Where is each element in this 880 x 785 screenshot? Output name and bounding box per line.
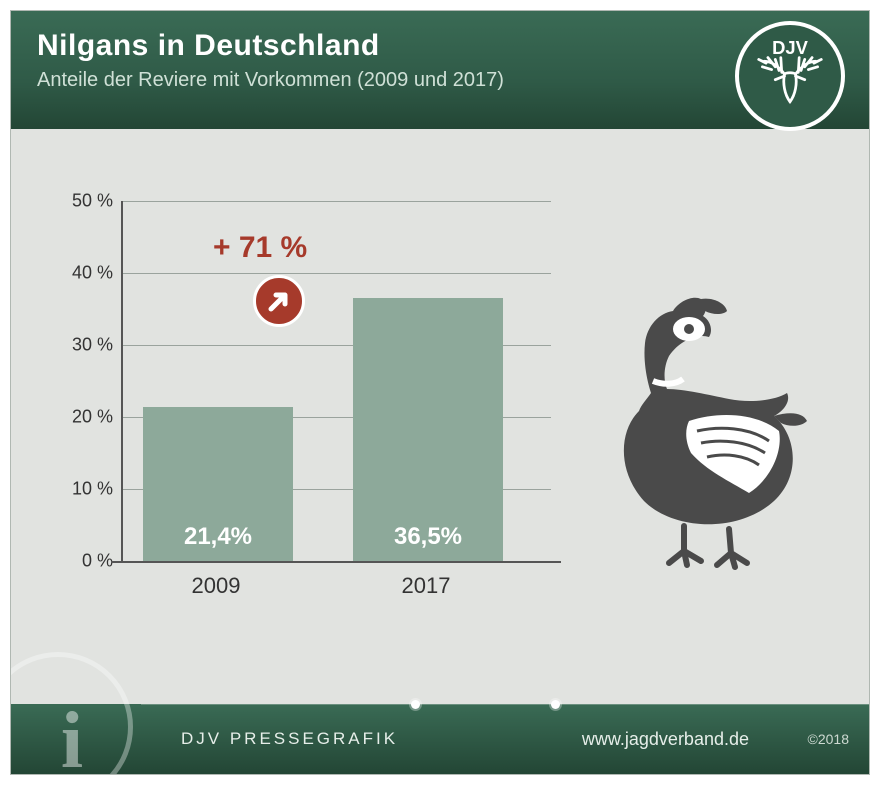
gridline	[123, 201, 551, 202]
xlabel-2009: 2009	[141, 573, 291, 599]
ytick-40: 40 %	[51, 263, 113, 284]
footer-divider	[141, 704, 869, 705]
page-title: Nilgans in Deutschland	[37, 29, 843, 63]
ytick-50: 50 %	[51, 191, 113, 212]
gridline	[123, 273, 551, 274]
bar-chart: 0 % 10 % 20 % 30 % 40 % 50 % 21,4% 36,5%…	[51, 201, 571, 621]
bar-2017: 36,5%	[353, 298, 503, 561]
plot-area: 21,4% 36,5% + 71 %	[121, 201, 551, 561]
nilgans-illustration	[589, 271, 819, 571]
footer-url: www.jagdverband.de	[582, 729, 749, 750]
arrow-up-icon	[253, 275, 305, 327]
ytick-10: 10 %	[51, 479, 113, 500]
deer-antlers-icon: DJV	[744, 30, 836, 122]
x-axis-line	[111, 561, 561, 563]
bar-value-label: 36,5%	[394, 523, 462, 561]
footer-copyright: ©2018	[808, 731, 849, 747]
bar-value-label: 21,4%	[184, 523, 252, 561]
logo-text: DJV	[772, 37, 809, 58]
footer-bar: i DJV PRESSEGRAFIK www.jagdverband.de ©2…	[11, 704, 869, 774]
ytick-20: 20 %	[51, 407, 113, 428]
footer-dot	[411, 700, 420, 709]
info-icon: i	[10, 652, 133, 775]
page-subtitle: Anteile der Reviere mit Vorkommen (2009 …	[37, 69, 843, 92]
footer-source: DJV PRESSEGRAFIK	[181, 729, 398, 749]
djv-logo-badge: DJV	[735, 21, 845, 131]
ytick-30: 30 %	[51, 335, 113, 356]
header-bar: Nilgans in Deutschland Anteile der Revie…	[11, 11, 869, 129]
ytick-0: 0 %	[51, 551, 113, 572]
infographic-frame: Nilgans in Deutschland Anteile der Revie…	[10, 10, 870, 775]
footer-dot	[551, 700, 560, 709]
xlabel-2017: 2017	[351, 573, 501, 599]
growth-callout: + 71 %	[213, 231, 307, 265]
bar-2009: 21,4%	[143, 407, 293, 561]
